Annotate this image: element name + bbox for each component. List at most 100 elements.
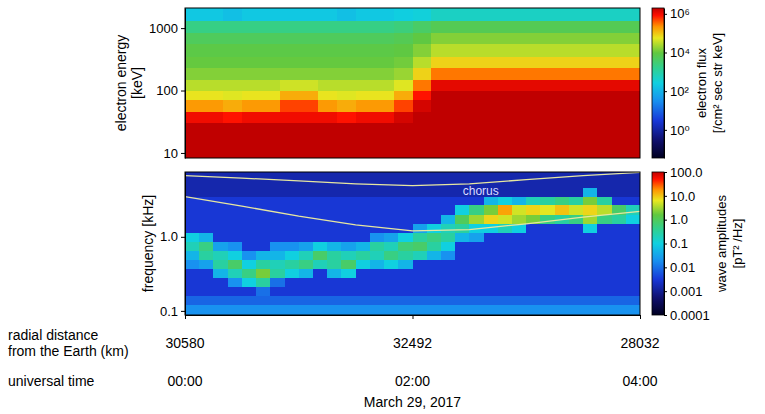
heatmap-cell (356, 172, 370, 188)
heatmap-cell (488, 57, 507, 68)
heatmap-cell (545, 8, 564, 21)
heatmap-cell (602, 91, 621, 100)
heatmap-cell (270, 251, 285, 260)
heatmap-cell (450, 91, 469, 100)
heatmap-cell (185, 188, 199, 197)
heatmap-cell (583, 57, 602, 68)
heatmap-cell (185, 100, 204, 112)
curve (185, 172, 640, 185)
heatmap-cell (469, 21, 488, 33)
heatmap-cell (318, 33, 337, 44)
heatmap-cell (337, 57, 356, 68)
heatmap-cell (299, 146, 318, 158)
heatmap-cell (313, 251, 327, 260)
heatmap-cell (507, 57, 526, 68)
tick: 10⁶ (664, 6, 690, 21)
heatmap-cell (512, 233, 526, 242)
heatmap-cell (228, 188, 242, 197)
heatmap-cell (185, 44, 204, 57)
heatmap-cell (256, 269, 270, 278)
heatmap-cell (242, 112, 261, 123)
heatmap-cell (285, 296, 299, 305)
tick-label: 100 (156, 83, 178, 98)
heatmap-cell (512, 188, 526, 197)
heatmap-cell (356, 123, 375, 134)
heatmap-cell (204, 112, 223, 123)
heatmap-cell (327, 233, 341, 242)
heatmap-cell (602, 57, 621, 68)
heatmap-cell (318, 112, 337, 123)
heatmap-cell (398, 215, 413, 224)
date-label: March 29, 2017 (364, 394, 461, 410)
heatmap-cell (242, 260, 256, 269)
heatmap-cell (545, 33, 564, 44)
heatmap-cell (488, 80, 507, 91)
heatmap-cell (327, 260, 341, 269)
heatmap-cell (327, 197, 341, 205)
heatmap-cell (280, 80, 299, 91)
heatmap-cell (242, 123, 261, 134)
heatmap-cell (256, 305, 270, 315)
heatmap-cell (469, 287, 484, 296)
heatmap-cell (199, 188, 213, 197)
tick-label: 0.1 (160, 304, 178, 319)
heatmap-cell (540, 287, 555, 296)
heatmap-cell (621, 146, 640, 158)
heatmap-cell (583, 33, 602, 44)
heatmap-cell (469, 242, 484, 251)
heatmap-cell (285, 233, 299, 242)
heatmap-cell (394, 21, 413, 33)
heatmap-cell (327, 287, 341, 296)
heatmap-cell (327, 269, 341, 278)
colorbar (652, 8, 664, 158)
tick-mark (181, 28, 185, 29)
heatmap-cell (484, 278, 498, 287)
heatmap-cell (469, 205, 484, 215)
heatmap-cell (370, 224, 384, 233)
y-axis: 0.11.0 (160, 173, 186, 319)
heatmap-cell (299, 68, 318, 80)
heatmap-cell (228, 287, 242, 296)
tick-mark (664, 130, 667, 131)
heatmap-cell (621, 91, 640, 100)
heatmap-cell (313, 172, 327, 188)
heatmap-cell (555, 242, 569, 251)
tick: 10⁰ (664, 123, 690, 138)
heatmap-cell (540, 215, 555, 224)
tick-mark (664, 291, 667, 292)
heatmap-cell (612, 278, 626, 287)
heatmap-cell (626, 215, 640, 224)
heatmap-cell (507, 21, 526, 33)
heatmap-cell (583, 80, 602, 91)
heatmap-cell (441, 172, 455, 188)
heatmap-cell (327, 278, 341, 287)
heatmap-cell (228, 260, 242, 269)
heatmap-cell (299, 188, 313, 197)
heatmap-cell (507, 112, 526, 123)
heatmap-cell (512, 251, 526, 260)
axis-line (185, 9, 186, 159)
heatmap-cell (526, 305, 540, 315)
heatmap-cell (427, 215, 441, 224)
heatmap-cell (242, 251, 256, 260)
heatmap-cell (602, 44, 621, 57)
heatmap-cell (341, 305, 356, 315)
heatmap-cell (564, 33, 583, 44)
heatmap-cell (450, 112, 469, 123)
heatmap-cell (526, 91, 545, 100)
heatmap-cell (413, 242, 427, 251)
heatmap-cell (583, 44, 602, 57)
heatmap-cell (199, 233, 213, 242)
heatmap-cell (213, 172, 228, 188)
heatmap-cell (375, 8, 394, 21)
heatmap-cell (469, 91, 488, 100)
heatmap-cell (555, 224, 569, 233)
heatmap-cell (370, 242, 384, 251)
heatmap-cell (626, 296, 640, 305)
heatmap-cell (564, 80, 583, 91)
heatmap-cell (583, 123, 602, 134)
heatmap-cell (318, 21, 337, 33)
heatmap-cell (498, 233, 512, 242)
heatmap-cell (384, 251, 398, 260)
heatmap-cell (427, 224, 441, 233)
